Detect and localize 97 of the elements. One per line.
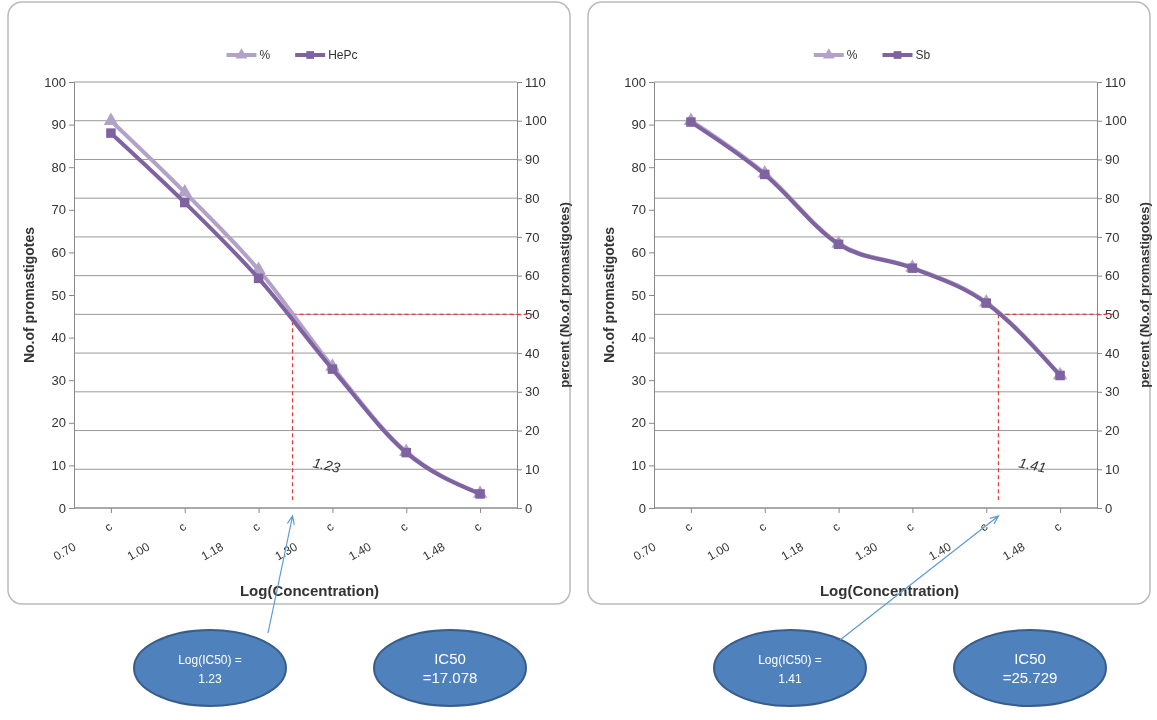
annotation: 1.23 [311,454,342,476]
y2-tick-label: 10 [1105,461,1120,477]
y2-tick-label: 20 [1105,423,1120,439]
text: 1.30 [272,539,301,564]
y-tick-label: 0 [638,500,646,516]
x-tick-label: c [396,519,411,535]
point [833,239,844,250]
text: 1.40 [926,539,954,564]
y-tick-label: 0 [58,500,66,516]
y-tick-label: 10 [51,458,66,474]
text: 1.00 [124,539,153,564]
text: 0.70 [631,539,659,564]
y-tick-label: 50 [631,287,646,303]
x-tick-label: c [829,519,843,535]
y2-tick-label: 90 [1105,152,1120,168]
y2-tick-label: 20 [525,423,540,439]
legend-label: % [846,48,858,62]
y2-tick-label: 70 [1105,229,1120,245]
legend-label: HePc [328,48,358,62]
text: IC50 =17.078 [422,650,478,686]
text: 1.30 [852,539,881,564]
annotation: 1.41 [1017,454,1048,476]
y2-tick-label: 0 [1105,500,1113,516]
point [1055,370,1065,381]
text: 1.00 [704,539,733,564]
x-tick-label: c [755,519,769,535]
x-tick-label: c [1050,519,1065,535]
legend-label: Sb [915,48,931,62]
y-tick-label: 30 [51,372,66,388]
text: IC50 =25.729 [1002,650,1058,686]
y2-tick-label: 30 [525,384,540,400]
point [686,117,696,127]
y2-tick-label: 80 [525,190,540,206]
y2-tick-label: 10 [525,461,540,477]
y2-tick-label: 30 [1105,384,1120,400]
y-tick-label: 40 [631,330,646,346]
y-tick-label: 70 [51,202,66,218]
point [327,364,338,374]
y2-tick-label: 40 [1105,345,1120,361]
point [981,298,991,308]
y2-tick-label: 100 [525,113,547,129]
point [760,169,770,180]
text: 1.40 [346,539,374,564]
legend-label: % [259,48,271,62]
text: Log(IC50) = 1.23 [178,653,242,686]
x-axis-title: Log(Concentration) [239,582,380,599]
point [907,263,918,273]
point [253,273,264,284]
text: 1.48 [1000,539,1028,564]
y-tick-label: 90 [631,117,646,133]
x-tick-label: c [903,519,917,535]
y-tick-label: 60 [51,245,66,261]
x-tick-label: c [249,519,263,535]
point [180,197,190,208]
x-tick-label: c [681,519,696,535]
y-tick-label: 30 [631,372,646,388]
text: 1.48 [420,539,448,564]
y-axis-title: No.of promastigotes [601,226,617,364]
point [106,128,116,138]
y-tick-label: 100 [624,74,646,90]
y2-axis-title: percent (No.of promastigotes) [557,202,572,388]
x-tick-label: c [470,519,485,535]
y-tick-label: 20 [51,415,66,431]
y2-tick-label: 80 [1105,190,1120,206]
y2-tick-label: 60 [1105,268,1120,284]
text: 1.18 [198,539,227,564]
point [103,112,119,125]
y2-tick-label: 90 [525,152,540,168]
y-tick-label: 60 [631,245,646,261]
text: 1.18 [778,539,807,564]
y2-tick-label: 100 [1105,113,1127,129]
x-tick-label: c [175,519,189,535]
y-tick-label: 100 [44,74,66,90]
y2-tick-label: 70 [525,229,540,245]
y2-axis-title: percent (No.of promastigotes) [1137,202,1152,388]
point [177,184,192,197]
y2-tick-label: 60 [525,268,540,284]
y2-tick-label: 110 [1105,74,1126,90]
point [401,447,411,458]
y-tick-label: 50 [51,287,66,303]
y2-tick-label: 110 [525,74,546,90]
y-tick-label: 80 [631,159,646,175]
y-tick-label: 80 [51,159,66,175]
text: Log(IC50) = 1.41 [758,653,822,686]
text: 0.70 [51,539,79,564]
y-tick-label: 70 [631,202,646,218]
y2-tick-label: 50 [525,307,540,323]
x-tick-label: c [323,519,337,535]
y-tick-label: 90 [51,117,66,133]
y2-tick-label: 50 [1105,307,1120,323]
y2-tick-label: 0 [525,500,533,516]
x-tick-label: c [101,519,116,535]
y-tick-label: 10 [631,458,646,474]
y-axis-title: No.of promastigotes [21,226,37,364]
y-tick-label: 40 [51,330,66,346]
y2-tick-label: 40 [525,345,540,361]
y-tick-label: 20 [631,415,646,431]
